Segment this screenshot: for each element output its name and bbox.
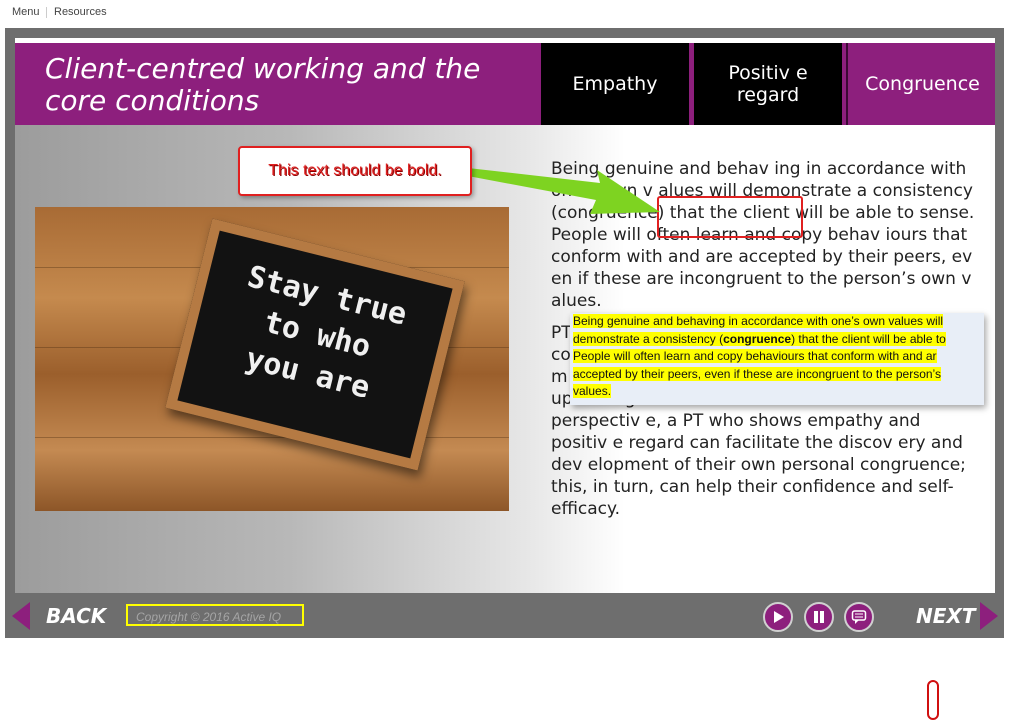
pause-icon	[814, 611, 824, 623]
menu-divider	[46, 7, 47, 18]
back-arrow-icon[interactable]	[12, 602, 30, 630]
play-icon	[774, 611, 784, 623]
paragraph-2-start: PT	[551, 323, 572, 343]
scroll-indicator	[927, 680, 939, 720]
tab-congruence-label: Congruence	[865, 73, 980, 95]
top-menu-bar: Menu Resources	[0, 0, 1017, 26]
tab-empathy[interactable]: Empathy	[541, 43, 689, 125]
popup-line: values.	[573, 384, 612, 398]
paragraph-2-hidden-line: m	[551, 367, 568, 387]
copyright-text: Copyright © 2016 Active IQ	[126, 604, 304, 626]
chalkboard: Stay true to who you are	[165, 218, 465, 471]
comment-icon	[851, 610, 867, 624]
comment-button[interactable]	[844, 602, 874, 632]
popup-bold-word: congruence	[723, 331, 792, 346]
next-button[interactable]: NEXT	[916, 604, 976, 628]
popup-line-suffix: ) that the client will be able to	[791, 331, 946, 346]
slide-title: Client-centred working and the core cond…	[45, 52, 481, 117]
slide-header: Client-centred working and the core cond…	[15, 43, 995, 125]
paragraph-2-obscured: PT co m	[551, 322, 976, 388]
annotation-highlight-box	[657, 196, 803, 238]
pause-button[interactable]	[804, 602, 834, 632]
play-button[interactable]	[763, 602, 793, 632]
menu-link[interactable]: Menu	[12, 6, 40, 18]
popup-line: accepted by their peers, even if these a…	[573, 366, 942, 381]
annotation-callout: This text should be bold.	[238, 146, 472, 196]
back-button[interactable]: BACK	[46, 604, 107, 628]
chalkboard-text: Stay true to who you are	[186, 248, 448, 422]
paragraph-2-hidden-line: co	[551, 345, 571, 365]
popup-line: People will often learn and copy behavio…	[573, 349, 937, 363]
next-arrow-icon[interactable]	[980, 602, 998, 630]
popup-text: Being genuine and behaving in accordance…	[573, 313, 984, 401]
tab-congruence[interactable]: Congruence	[846, 43, 995, 125]
wood-plank-line	[35, 437, 509, 438]
chalkboard-photo: Stay true to who you are	[35, 207, 509, 511]
tab-empathy-label: Empathy	[572, 73, 658, 95]
resources-link[interactable]: Resources	[54, 6, 107, 18]
popup-line-prefix: demonstrate a consistency (	[573, 331, 724, 346]
paragraph-2: upholding their own v alues. From a clie…	[551, 389, 966, 519]
tab-positive-regard-label: Positiv e regard	[728, 62, 808, 106]
text-preview-popup: Being genuine and behaving in accordance…	[570, 313, 984, 405]
tab-positive-regard[interactable]: Positiv e regard	[694, 43, 842, 125]
popup-line: Being genuine and behaving in accordance…	[573, 314, 944, 328]
